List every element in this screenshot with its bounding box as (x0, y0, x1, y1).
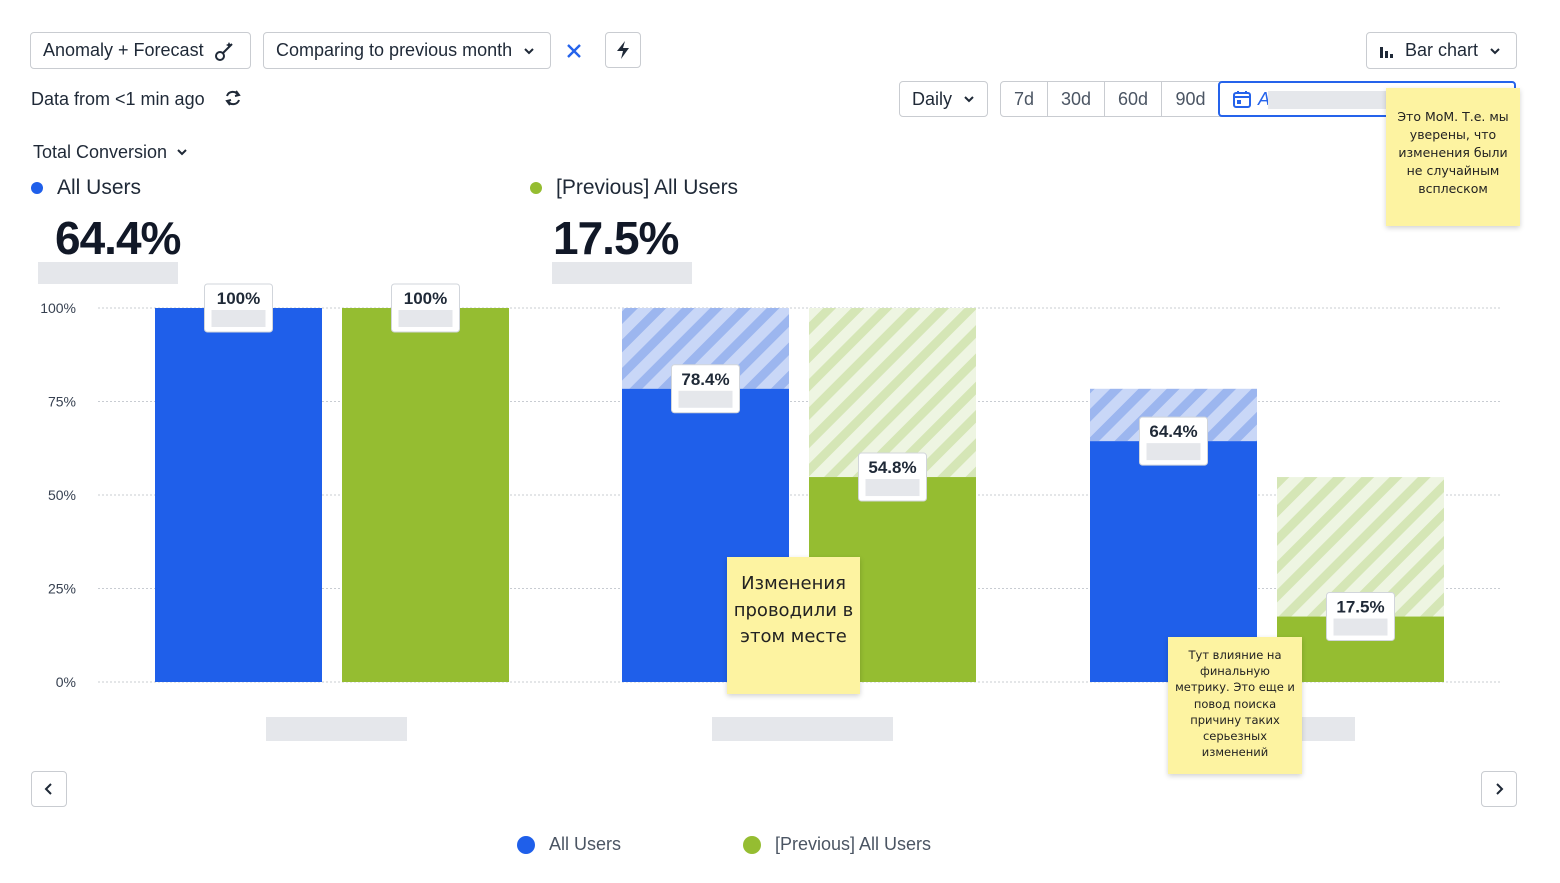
data-label-box (671, 364, 740, 414)
refresh-icon (223, 88, 243, 108)
y-tick-label: 0% (56, 674, 76, 690)
sticky-note-bottom-right: Тут влияние на финальную метрику. Это ещ… (1168, 637, 1302, 774)
next-page-button[interactable] (1481, 771, 1517, 807)
interval-dropdown[interactable]: Daily (899, 81, 988, 117)
redacted-label-detail (1146, 443, 1201, 461)
chevron-left-icon (43, 782, 55, 796)
data-label: 100% (217, 289, 260, 308)
calendar-icon (1232, 89, 1252, 109)
previous-page-button[interactable] (31, 771, 67, 807)
chart-type-dropdown[interactable]: Bar chart (1366, 32, 1517, 69)
bar-chart-icon (1379, 43, 1395, 59)
y-tick-label: 75% (48, 394, 76, 410)
anomaly-forecast-button[interactable]: Anomaly + Forecast (30, 32, 251, 69)
date-range-selector: 7d 30d 60d 90d (1000, 81, 1230, 117)
metric-previous-all-users-name: [Previous] All Users (556, 176, 739, 199)
dropoff-bar (1277, 477, 1444, 617)
quick-actions-button[interactable] (605, 32, 641, 68)
data-label: 54.8% (868, 458, 916, 477)
redacted-label-detail (678, 390, 733, 408)
data-label: 17.5% (1336, 598, 1384, 617)
redacted-category-label (712, 717, 893, 741)
chart-type-label: Bar chart (1405, 40, 1479, 60)
chevron-down-icon (175, 145, 189, 159)
metric-all-users-name: All Users (57, 176, 142, 199)
date-range-text: A (1258, 88, 1271, 109)
chevron-right-icon (1493, 782, 1505, 796)
legend-item-previous-all-users[interactable]: [Previous] All Users (743, 834, 931, 855)
data-status-text: Data from <1 min ago (31, 88, 205, 109)
all-users-dot (31, 182, 43, 194)
anomaly-forecast-label: Anomaly + Forecast (43, 40, 204, 60)
range-30d[interactable]: 30d (1048, 82, 1105, 116)
data-label-box (1326, 592, 1395, 642)
redacted-label-detail (211, 310, 266, 327)
sticky-note-top-right: Это MoM. Т.е. мы уверены, что изменения … (1386, 88, 1520, 226)
sticky-note-text: Изменения проводили в этом месте (733, 573, 854, 647)
comparison-label: Comparing to previous month (276, 40, 513, 60)
close-icon (564, 41, 584, 61)
bar[interactable] (155, 308, 322, 682)
sticky-note-text: Тут влияние на финальную метрику. Это ещ… (1175, 648, 1295, 760)
y-tick-label: 50% (48, 487, 76, 503)
legend-dot-all-users (517, 835, 535, 854)
redacted-label-detail (1333, 618, 1388, 636)
clear-comparison-button[interactable] (564, 40, 586, 62)
comparison-dropdown[interactable]: Comparing to previous month (263, 32, 551, 69)
metric-previous-all-users: [Previous] All Users (530, 176, 738, 200)
legend-dot-previous-all-users (743, 835, 761, 854)
custom-date-range[interactable]: A (1218, 81, 1516, 117)
metric-selector-label: Total Conversion (33, 141, 168, 162)
chevron-down-icon (522, 44, 536, 58)
lightning-icon (615, 40, 631, 60)
metric-selector[interactable]: Total Conversion (33, 140, 189, 164)
data-label: 78.4% (681, 370, 729, 389)
redacted-subtitle (552, 262, 692, 284)
legend-label-previous-all-users: [Previous] All Users (775, 834, 932, 854)
range-7d[interactable]: 7d (1001, 82, 1048, 116)
legend-label-all-users: All Users (549, 834, 622, 854)
data-label-box (391, 283, 460, 333)
redacted-label-detail (398, 310, 453, 327)
chevron-down-icon (1488, 44, 1502, 58)
sticky-note-middle: Изменения проводили в этом месте (727, 557, 860, 694)
interval-label: Daily (912, 88, 953, 109)
data-label-box (858, 452, 927, 502)
redacted-label-detail (865, 479, 920, 497)
previous-users-dot (530, 182, 542, 194)
redacted-subtitle (38, 262, 178, 284)
redacted-category-label (266, 717, 407, 741)
data-label-box (1139, 416, 1208, 466)
refresh-button[interactable] (223, 87, 245, 109)
dropoff-bar (809, 308, 976, 478)
metric-all-users-value: 64.4% (55, 212, 181, 264)
metric-all-users: All Users (31, 176, 141, 200)
data-label: 100% (404, 289, 447, 308)
data-label-box (204, 283, 273, 333)
chevron-down-icon (962, 92, 976, 106)
data-status: Data from <1 min ago (31, 87, 205, 111)
range-90d[interactable]: 90d (1175, 88, 1206, 109)
y-tick-label: 100% (40, 300, 76, 316)
legend-item-all-users[interactable]: All Users (517, 834, 621, 855)
range-60d[interactable]: 60d (1105, 82, 1162, 116)
y-tick-label: 25% (48, 581, 76, 597)
metric-previous-all-users-value: 17.5% (553, 212, 679, 264)
dropoff-bar (622, 308, 789, 389)
magic-wand-icon (214, 40, 236, 62)
dropoff-bar (1090, 388, 1257, 442)
bar[interactable] (1277, 616, 1444, 682)
redacted-date-range (1268, 91, 1418, 109)
data-label: 64.4% (1149, 422, 1197, 441)
bar[interactable] (342, 308, 509, 682)
sticky-note-text: Это MoM. Т.е. мы уверены, что изменения … (1397, 109, 1509, 196)
